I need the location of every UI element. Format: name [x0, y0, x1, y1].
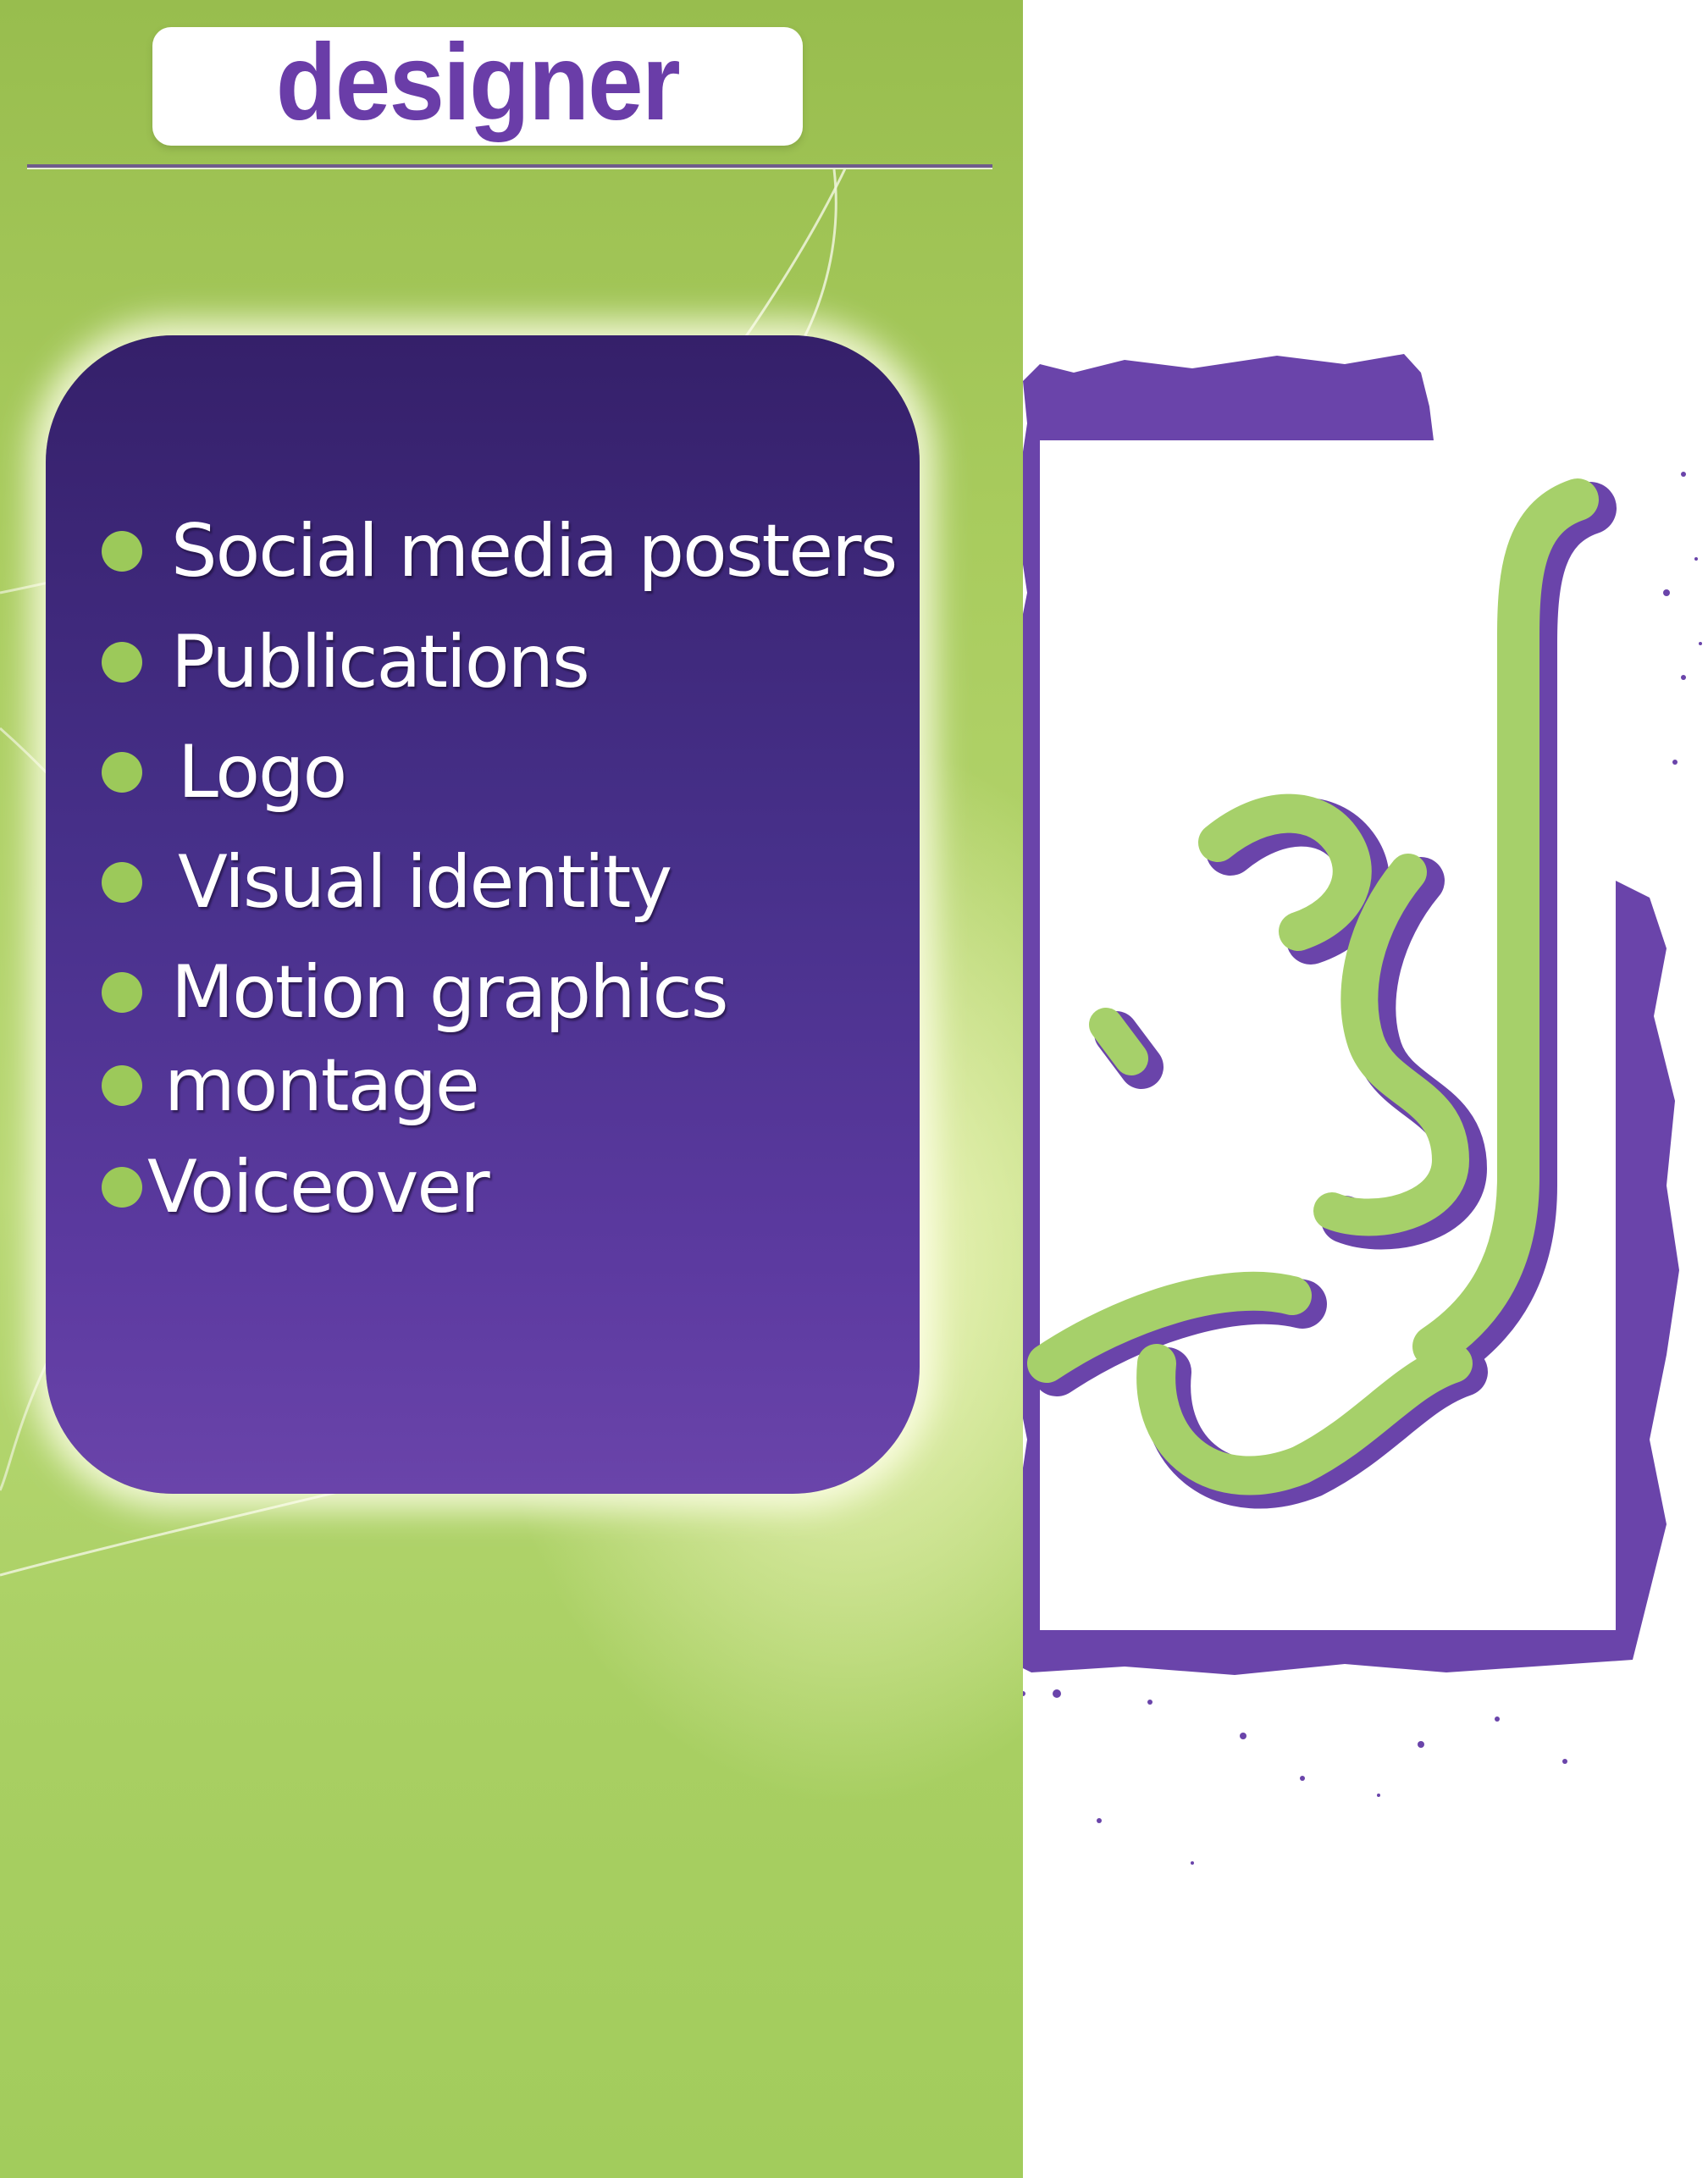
bullet-icon — [102, 972, 142, 1013]
bullet-icon — [102, 642, 142, 683]
service-label: montage — [164, 1043, 480, 1128]
green-background-panel: designer Social media posters Publicatio… — [0, 0, 1023, 2178]
service-item-voiceover: Voiceover — [102, 1145, 490, 1230]
service-item-social-media-posters: Social media posters — [102, 509, 898, 594]
arabic-calligraphy-logo-icon — [1023, 354, 1702, 1865]
service-label: Publications — [171, 620, 590, 705]
header-divider — [27, 164, 992, 168]
bullet-icon — [102, 752, 142, 793]
service-item-logo: Logo — [102, 730, 347, 815]
bullet-icon — [102, 1065, 142, 1106]
service-item-motion-graphics: Motion graphics — [102, 950, 729, 1035]
service-label: Visual identity — [178, 840, 672, 925]
page-title: designer — [275, 22, 681, 143]
service-item-montage: montage — [102, 1043, 480, 1128]
service-label: Social media posters — [171, 509, 898, 594]
service-label: Voiceover — [147, 1145, 490, 1230]
service-item-visual-identity: Visual identity — [102, 840, 672, 925]
service-item-publications: Publications — [102, 620, 590, 705]
title-badge: designer — [152, 27, 803, 146]
services-card: Social media posters Publications Logo V… — [46, 335, 920, 1494]
service-label: Motion graphics — [171, 950, 729, 1035]
bullet-icon — [102, 1167, 142, 1208]
logo-area — [1023, 0, 1708, 2178]
service-label: Logo — [178, 730, 347, 815]
bullet-icon — [102, 531, 142, 572]
bullet-icon — [102, 862, 142, 903]
